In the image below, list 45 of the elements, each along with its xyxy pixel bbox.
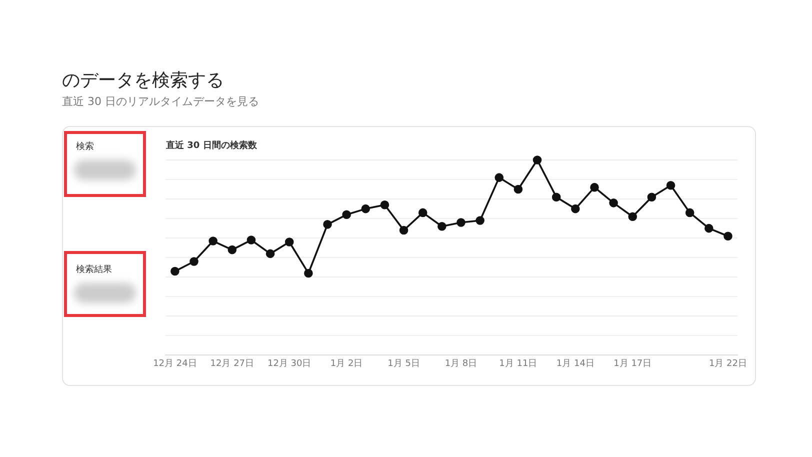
point: [590, 182, 599, 192]
x-tick-label: 1月 5日: [388, 358, 420, 369]
x-tick-label: 1月 2日: [330, 358, 363, 369]
x-tick-label: 1月 11日: [499, 358, 538, 369]
chart-title: のデータを検索する: [62, 69, 224, 92]
point: [399, 226, 408, 235]
point: [685, 208, 694, 218]
point: [628, 212, 638, 222]
text: 検索結果: [76, 264, 112, 276]
point: [361, 204, 370, 214]
point: [438, 222, 446, 231]
y-axis-title: 直近 30 日間の検索数: [166, 139, 257, 152]
point: [571, 204, 580, 214]
point: [494, 173, 504, 182]
point: [456, 218, 466, 227]
point: [342, 210, 351, 220]
x-tick-label: 1月 17日: [614, 358, 652, 369]
point: [666, 180, 676, 190]
point: [704, 224, 714, 233]
point: [266, 249, 275, 258]
x-tick-label: 1月 8日: [444, 358, 478, 369]
point: [647, 192, 656, 202]
point: [476, 216, 484, 225]
x-tick-label: 12月 24日: [153, 358, 197, 369]
point: [514, 184, 523, 194]
x-tick-label: 12月 27日: [210, 358, 254, 369]
x-tick-label: 1月 22日: [708, 358, 747, 369]
text: 検索: [76, 140, 94, 153]
point: [609, 198, 618, 208]
point: [284, 238, 294, 246]
point: [323, 220, 332, 229]
point: [380, 200, 390, 210]
point: [552, 192, 561, 202]
point: [418, 208, 428, 218]
point: [190, 257, 198, 266]
chart-subtitle: 直近 30 日のリアルタイムデータを見る: [62, 94, 259, 109]
point: [246, 236, 256, 244]
point: [304, 268, 313, 278]
x-tick-label: 1月 14日: [556, 358, 594, 369]
point: [208, 236, 218, 246]
point: [724, 232, 732, 241]
point: [532, 156, 542, 164]
point: [170, 266, 180, 276]
point: [228, 245, 237, 254]
x-tick-label: 12月 30日: [267, 358, 312, 369]
